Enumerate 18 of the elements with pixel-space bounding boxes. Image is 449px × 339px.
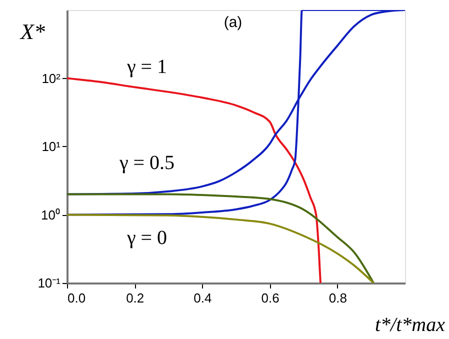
x-tick-label: 0.6: [261, 290, 280, 306]
x-tick-label: 0.8: [328, 290, 347, 306]
line-series: [67, 193, 375, 283]
line-series: [67, 214, 375, 283]
annotation: γ = 0: [126, 227, 168, 249]
x-axis-title: t*/t*max: [375, 314, 446, 336]
x-tick-label: 0.2: [126, 290, 144, 306]
annotation: (a): [224, 14, 242, 31]
y-tick-label: 10¹: [42, 139, 62, 154]
y-axis-title: X*: [20, 19, 45, 44]
y-tick-label: 10²: [42, 70, 62, 86]
x-tick-label: 0.4: [194, 290, 212, 306]
x-tick-label: 0.0: [68, 290, 86, 306]
y-tick-label: 10⁰: [41, 207, 60, 222]
annotation: γ = 0.5: [118, 152, 175, 174]
line-series: [67, 77, 322, 283]
y-tick-label: 10⁻¹: [38, 276, 62, 290]
annotation: γ = 1: [126, 56, 168, 78]
